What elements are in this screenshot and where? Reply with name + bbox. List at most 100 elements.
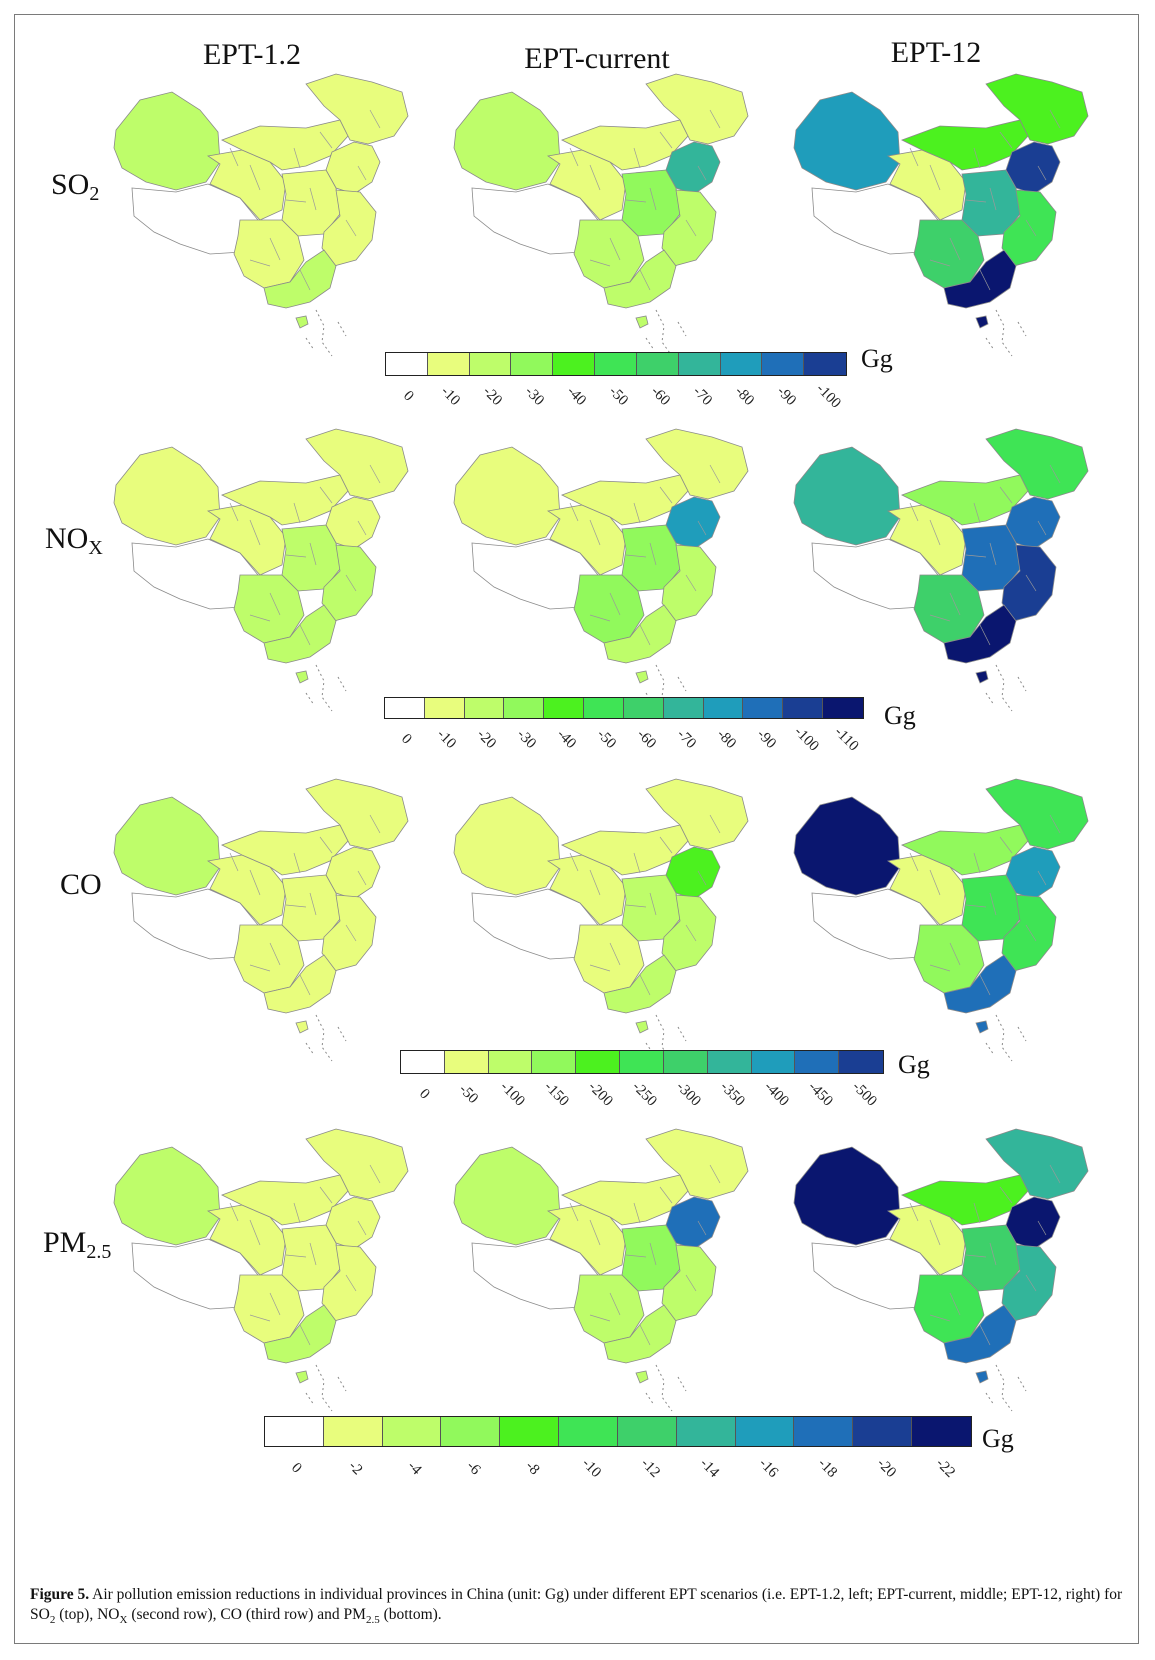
- province-map: [453, 1128, 749, 1412]
- province-boundary: [685, 219, 697, 237]
- province-south: [943, 249, 1017, 309]
- province-boundary: [979, 269, 991, 291]
- province-boundary: [357, 165, 367, 181]
- province-north: [560, 474, 689, 526]
- province-ne: [305, 1128, 409, 1200]
- province-south: [943, 604, 1017, 664]
- legend-swatch: [441, 1417, 501, 1446]
- province-boundary: [249, 1314, 271, 1322]
- province-boundary: [293, 502, 301, 524]
- province-ne: [985, 428, 1089, 500]
- legend-swatch: [620, 1051, 664, 1073]
- province-boundary: [319, 131, 333, 149]
- color-legend: Gg 0 -10 -20 -30 -40 -50 -60 -70 -80 -90 -100: [385, 344, 893, 412]
- legend-swatch: [707, 1051, 752, 1073]
- province-hainan: [295, 1020, 309, 1034]
- province-map: [453, 778, 749, 1062]
- province-boundary: [633, 147, 641, 169]
- province-boundary: [1049, 814, 1061, 834]
- province-boundary: [357, 870, 367, 886]
- province-boundary: [1037, 165, 1047, 181]
- legend-swatch: [663, 698, 704, 718]
- province-boundary: [249, 614, 271, 622]
- province-north: [220, 824, 349, 876]
- province-hainan: [975, 1020, 989, 1034]
- province-ne: [645, 73, 749, 145]
- province-boundary: [1025, 574, 1037, 592]
- legend-swatch: [839, 1051, 883, 1073]
- row-label-main: PM: [43, 1226, 87, 1259]
- province-boundary: [229, 147, 239, 167]
- province-ne: [645, 1128, 749, 1200]
- province-boundary: [929, 1314, 951, 1322]
- province-boundary: [269, 942, 281, 966]
- province-boundary: [299, 1324, 311, 1346]
- province-boundary: [269, 1292, 281, 1316]
- province-boundary: [979, 974, 991, 996]
- province-boundary: [639, 269, 651, 291]
- province-boundary: [633, 852, 641, 874]
- legend-swatch: [500, 1417, 560, 1446]
- province-boundary: [999, 836, 1013, 854]
- province-boundary: [309, 542, 317, 566]
- province-south: [603, 604, 677, 664]
- province-map: [453, 428, 749, 712]
- province-north: [900, 119, 1029, 171]
- province-boundary: [625, 554, 647, 558]
- province-north: [220, 1174, 349, 1226]
- province-boundary: [569, 852, 579, 872]
- province-boundary: [319, 836, 333, 854]
- province-boundary: [285, 199, 307, 203]
- legend-bar: [384, 697, 864, 719]
- province-boundary: [1049, 1164, 1061, 1184]
- province-north: [900, 1174, 1029, 1226]
- province-boundary: [709, 1164, 721, 1184]
- column-title-ept-1-2: EPT-1.2: [202, 38, 302, 71]
- province-north: [900, 474, 1029, 526]
- legend-swatch: [676, 1417, 736, 1446]
- province-map: [113, 1128, 409, 1412]
- province-hainan: [635, 1370, 649, 1384]
- legend-swatch: [678, 353, 721, 375]
- legend-swatch: [488, 1051, 533, 1073]
- province-hainan: [635, 670, 649, 684]
- province-boundary: [589, 964, 611, 972]
- province-boundary: [249, 519, 261, 546]
- province-boundary: [589, 869, 601, 896]
- row-label-sub: 2: [89, 183, 100, 205]
- province-west: [113, 1146, 221, 1246]
- legend-bar: [264, 1416, 972, 1447]
- province-boundary: [345, 219, 357, 237]
- province-boundary: [269, 592, 281, 616]
- south-sea-islands: [985, 1364, 1027, 1412]
- legend-bar: [400, 1050, 884, 1074]
- province-west: [793, 796, 901, 896]
- province-boundary: [1049, 464, 1061, 484]
- province-boundary: [909, 852, 919, 872]
- province-ne: [985, 778, 1089, 850]
- caption-text: (top), NO: [55, 1606, 120, 1623]
- province-boundary: [659, 486, 673, 504]
- province-boundary: [949, 592, 961, 616]
- province-boundary: [659, 131, 673, 149]
- province-boundary: [989, 1242, 997, 1266]
- legend-swatch: [553, 353, 596, 375]
- province-west: [453, 91, 561, 191]
- figure-frame: [14, 14, 1139, 1644]
- legend-swatch: [794, 1417, 854, 1446]
- legend-swatch: [783, 698, 824, 718]
- south-sea-islands: [985, 309, 1027, 357]
- legend-swatch: [576, 1051, 621, 1073]
- legend-swatch: [912, 1417, 971, 1446]
- province-boundary: [319, 486, 333, 504]
- province-hainan: [975, 670, 989, 684]
- row-label-main: NO: [45, 522, 89, 555]
- legend-unit: Gg: [898, 1050, 930, 1079]
- province-boundary: [589, 164, 601, 191]
- legend-swatch: [401, 1051, 445, 1073]
- province-hainan: [295, 315, 309, 329]
- province-boundary: [309, 187, 317, 211]
- south-sea-islands: [305, 309, 347, 357]
- province-boundary: [1037, 1220, 1047, 1236]
- province-hainan: [295, 670, 309, 684]
